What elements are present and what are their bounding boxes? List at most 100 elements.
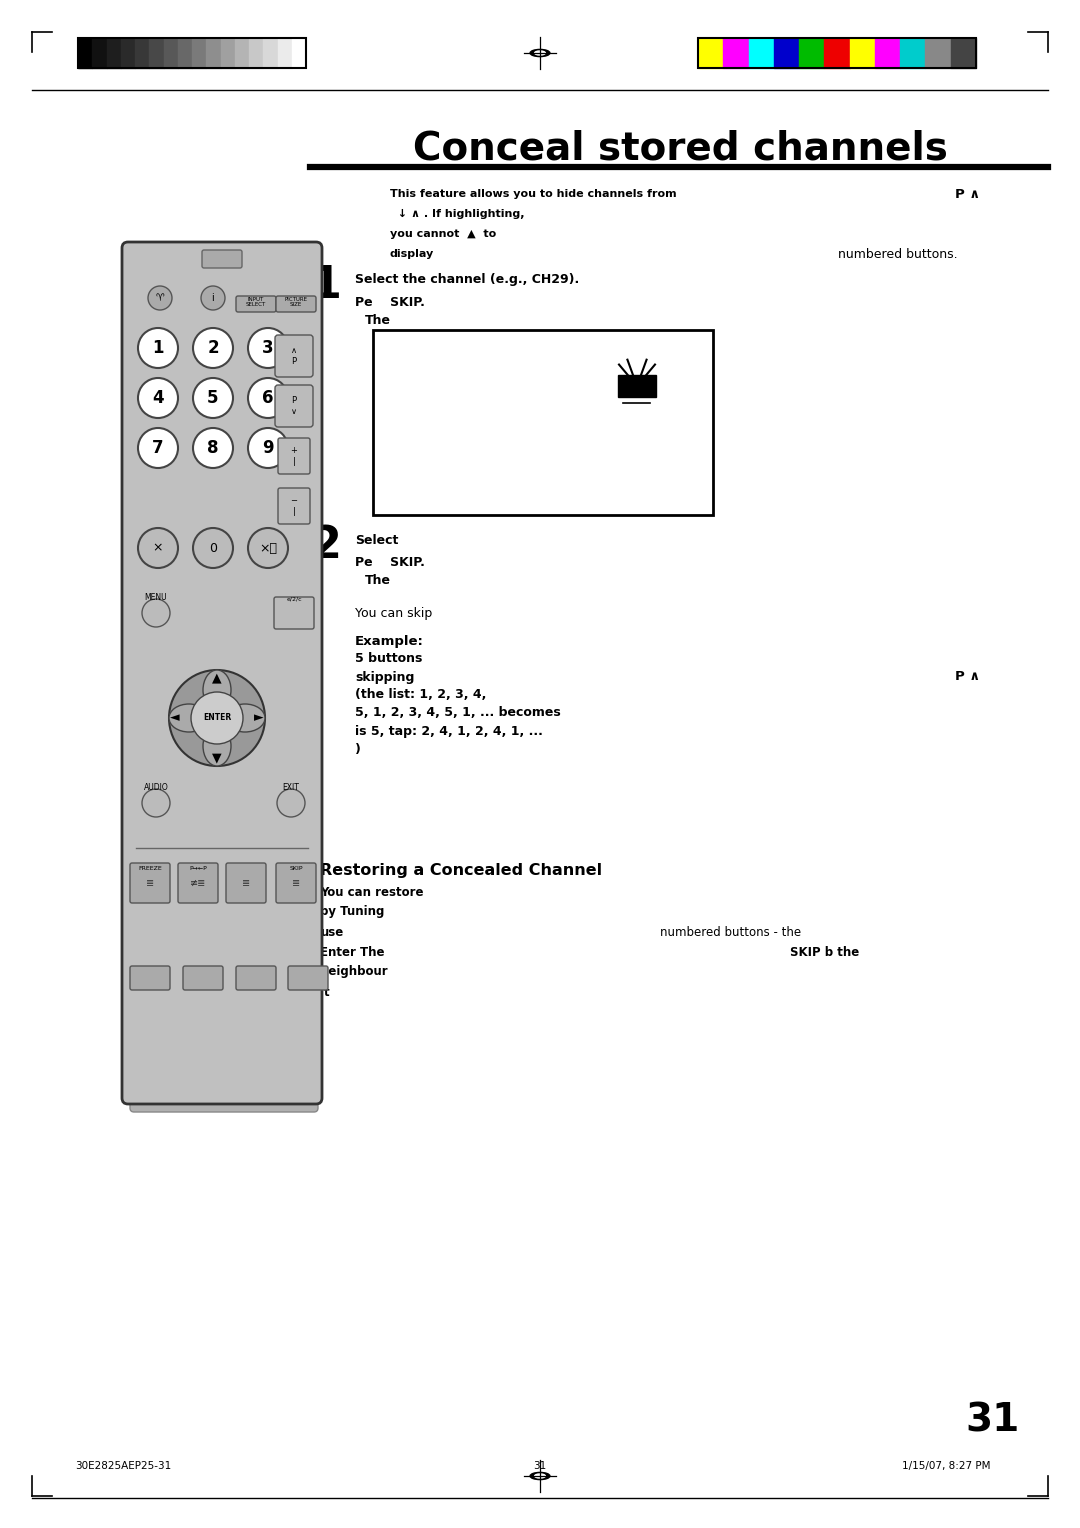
Text: ♈: ♈ xyxy=(156,293,164,303)
Bar xyxy=(373,330,713,515)
Circle shape xyxy=(138,529,178,568)
Bar xyxy=(292,38,306,69)
Text: Conceal stored channels: Conceal stored channels xyxy=(413,128,947,167)
FancyBboxPatch shape xyxy=(276,863,316,903)
Text: 5 buttons: 5 buttons xyxy=(355,652,422,666)
Text: P ∧: P ∧ xyxy=(955,188,980,200)
Text: PICTURE
SIZE: PICTURE SIZE xyxy=(284,296,308,307)
Circle shape xyxy=(141,788,170,817)
Text: 0: 0 xyxy=(210,541,217,555)
Text: use: use xyxy=(320,926,343,938)
Circle shape xyxy=(248,428,288,468)
Bar xyxy=(121,38,135,69)
Text: P ∧: P ∧ xyxy=(955,671,980,683)
Text: Example:: Example: xyxy=(355,634,423,648)
Ellipse shape xyxy=(530,1473,550,1479)
Text: ▲: ▲ xyxy=(212,671,221,685)
FancyBboxPatch shape xyxy=(226,863,266,903)
Text: by Tuning: by Tuning xyxy=(320,906,384,918)
Text: You can skip: You can skip xyxy=(355,607,432,619)
Circle shape xyxy=(248,529,288,568)
Ellipse shape xyxy=(203,669,231,711)
Text: ≢≣: ≢≣ xyxy=(190,879,206,888)
Text: e/2/c: e/2/c xyxy=(286,596,301,602)
Ellipse shape xyxy=(535,1475,545,1478)
Bar xyxy=(234,38,249,69)
Bar xyxy=(163,38,178,69)
Text: ×: × xyxy=(152,541,163,555)
Bar xyxy=(278,38,292,69)
Bar xyxy=(264,38,278,69)
Text: ENTER: ENTER xyxy=(203,714,231,723)
FancyBboxPatch shape xyxy=(274,597,314,630)
Text: 2: 2 xyxy=(207,339,219,358)
FancyBboxPatch shape xyxy=(130,863,170,903)
Text: i: i xyxy=(212,293,214,303)
Bar xyxy=(78,38,92,69)
Text: 30E2825AEP25-31: 30E2825AEP25-31 xyxy=(75,1461,172,1471)
FancyBboxPatch shape xyxy=(122,241,322,1105)
Text: 3: 3 xyxy=(262,339,274,358)
Text: ▼: ▼ xyxy=(212,752,221,764)
Text: numbered buttons - the: numbered buttons - the xyxy=(660,926,801,938)
Text: INPUT
SELECT: INPUT SELECT xyxy=(246,296,266,307)
Text: ≣: ≣ xyxy=(292,879,300,888)
Text: ≣: ≣ xyxy=(242,879,251,888)
Text: SKIP: SKIP xyxy=(289,865,302,871)
Text: display: display xyxy=(390,249,434,260)
Circle shape xyxy=(276,788,305,817)
Text: 7: 7 xyxy=(152,439,164,457)
Text: FREEZE: FREEZE xyxy=(138,865,162,871)
Bar xyxy=(799,38,824,69)
Text: it: it xyxy=(320,986,329,998)
Bar xyxy=(192,38,206,69)
Bar xyxy=(698,38,976,69)
Circle shape xyxy=(168,669,265,766)
Bar xyxy=(950,38,976,69)
Bar xyxy=(220,38,234,69)
FancyBboxPatch shape xyxy=(237,966,276,990)
Text: This feature allows you to hide channels from: This feature allows you to hide channels… xyxy=(390,189,677,199)
Text: 1: 1 xyxy=(152,339,164,358)
Text: 4: 4 xyxy=(152,390,164,406)
Bar xyxy=(773,38,799,69)
FancyBboxPatch shape xyxy=(130,266,318,1112)
Text: ): ) xyxy=(355,743,361,755)
Text: ◄: ◄ xyxy=(171,712,179,724)
Bar xyxy=(901,38,926,69)
Text: ►: ► xyxy=(254,712,264,724)
Text: Select: Select xyxy=(355,533,399,547)
Circle shape xyxy=(141,599,170,626)
Bar xyxy=(149,38,163,69)
Bar xyxy=(850,38,875,69)
Text: Pe    SKIP.: Pe SKIP. xyxy=(355,296,424,310)
Text: MENU: MENU xyxy=(145,593,167,602)
Circle shape xyxy=(248,377,288,419)
Ellipse shape xyxy=(535,50,545,55)
Circle shape xyxy=(148,286,172,310)
FancyBboxPatch shape xyxy=(276,296,316,312)
Text: 9: 9 xyxy=(262,439,274,457)
Circle shape xyxy=(193,529,233,568)
Text: 2: 2 xyxy=(311,524,341,567)
Ellipse shape xyxy=(168,704,210,732)
FancyBboxPatch shape xyxy=(183,966,222,990)
Text: is 5, tap: 2, 4, 1, 2, 4, 1, ...: is 5, tap: 2, 4, 1, 2, 4, 1, ... xyxy=(355,724,543,738)
FancyBboxPatch shape xyxy=(288,966,328,990)
Text: EXIT: EXIT xyxy=(283,782,299,792)
Circle shape xyxy=(138,377,178,419)
FancyBboxPatch shape xyxy=(275,385,313,426)
Text: ×⃝: ×⃝ xyxy=(259,541,276,555)
Text: ≣: ≣ xyxy=(146,879,154,888)
FancyBboxPatch shape xyxy=(275,335,313,377)
Circle shape xyxy=(191,692,243,744)
Circle shape xyxy=(201,286,225,310)
Circle shape xyxy=(193,428,233,468)
Text: The: The xyxy=(365,575,391,587)
Ellipse shape xyxy=(530,49,550,57)
FancyBboxPatch shape xyxy=(178,863,218,903)
Bar xyxy=(92,38,107,69)
FancyBboxPatch shape xyxy=(237,296,276,312)
Text: Restoring a Concealed Channel: Restoring a Concealed Channel xyxy=(320,862,603,877)
FancyBboxPatch shape xyxy=(278,439,310,474)
